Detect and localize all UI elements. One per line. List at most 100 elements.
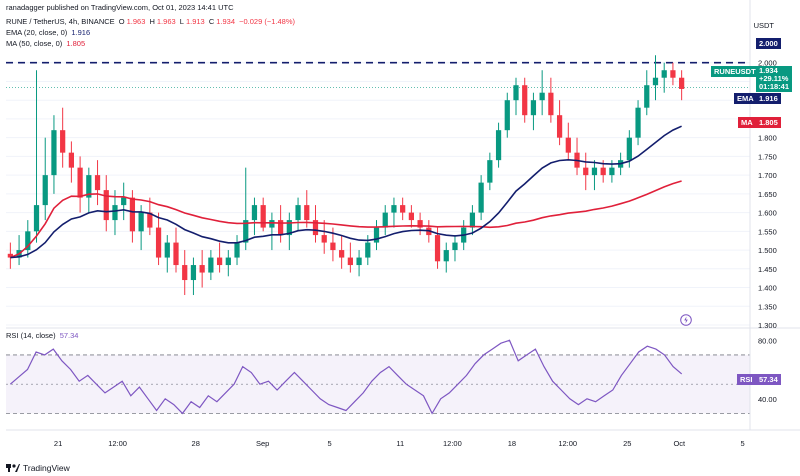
candle-body: [661, 70, 667, 78]
candle-body: [286, 220, 292, 236]
candle-body: [103, 190, 109, 221]
candle-body: [565, 137, 571, 153]
price-tick-label: 2.000: [758, 59, 777, 68]
candle-body: [548, 92, 554, 116]
candle-body: [530, 100, 537, 116]
candle-body: [51, 130, 57, 176]
candle-body: [260, 205, 266, 228]
rsi-legend-label: RSI (14, close): [6, 331, 56, 340]
symbol-name: RUNE / TetherUS, 4h, BINANCE: [6, 17, 115, 26]
time-tick-label: 5: [328, 439, 332, 448]
close-value: 1.934: [216, 17, 236, 26]
candle-body: [60, 130, 66, 153]
candle-body: [626, 137, 632, 161]
candle-body: [251, 205, 258, 221]
price-tick-label: 1.400: [758, 284, 777, 293]
candle-body: [452, 242, 458, 251]
candle-body: [504, 100, 510, 131]
price-tick-label: 1.750: [758, 152, 777, 161]
time-tick-label: Oct: [673, 439, 686, 448]
candle-body: [522, 85, 528, 116]
candle-body: [304, 205, 310, 221]
price-tick-label: 1.500: [758, 246, 777, 255]
candle-body: [600, 167, 606, 176]
rsi-value-badge: 57.34: [756, 374, 781, 385]
candle-body: [190, 265, 197, 281]
ema-tag: EMA: [734, 93, 757, 104]
price-tick-label: 1.350: [758, 302, 777, 311]
change-value: −0.029 (−1.48%): [239, 17, 295, 26]
candle-body: [312, 220, 319, 236]
candle-body: [408, 212, 414, 221]
time-tick-label: 5: [740, 439, 744, 448]
level-2000-badge: 2.000: [756, 38, 781, 49]
candle-body: [182, 265, 188, 281]
price-tick-label: 1.550: [758, 227, 777, 236]
rsi-tick-label: 80.00: [758, 336, 777, 345]
ema-line: [10, 125, 682, 259]
ma-tag: MA: [738, 117, 756, 128]
price-badge: 1.934 +29.11% 01:18:41: [756, 66, 793, 92]
ma-legend-label: MA (50, close, 0): [6, 39, 63, 48]
candle-body: [495, 130, 502, 161]
candle-body: [147, 212, 153, 228]
close-label: C: [208, 17, 215, 26]
candle-body: [365, 242, 371, 258]
lightning-icon[interactable]: [680, 314, 692, 326]
candle-body: [208, 257, 214, 273]
candle-body: [400, 205, 406, 213]
ma-legend: MA (50, close, 0) 1.805: [6, 39, 87, 48]
rsi-legend-value: 57.34: [59, 331, 79, 340]
high-value: 1.963: [156, 17, 176, 26]
candle-body: [321, 235, 327, 243]
candle-body: [7, 253, 13, 258]
ema-legend-label: EMA (20, close, 0): [6, 28, 68, 37]
candle-body: [391, 205, 397, 213]
time-tick-label: 11: [396, 439, 404, 448]
tradingview-logo[interactable]: TradingView: [6, 463, 70, 473]
candle-body: [583, 167, 589, 176]
price-change-pct: +29.11%: [759, 74, 789, 83]
time-tick-label: 12:00: [108, 439, 127, 448]
candle-body: [652, 77, 659, 86]
rsi-tick-label: 40.00: [758, 395, 777, 404]
ema-price-badge: 1.916: [756, 93, 781, 104]
candle-body: [670, 70, 676, 78]
candle-body: [347, 257, 353, 266]
candle-countdown: 01:18:41: [759, 82, 790, 91]
price-tick-label: 1.300: [758, 321, 777, 330]
publisher-credit: ranadagger published on TradingView.com,…: [6, 3, 234, 12]
time-tick-label: 12:00: [558, 439, 577, 448]
brand-name: TradingView: [23, 463, 70, 473]
candle-body: [86, 175, 92, 198]
candle-body: [644, 85, 650, 108]
price-tick-label: 1.650: [758, 190, 777, 199]
symbol-badge: RUNEUSDT: [711, 66, 759, 77]
ma-line: [10, 180, 682, 259]
ema-legend: EMA (20, close, 0) 1.916: [6, 28, 92, 37]
candle-body: [382, 212, 388, 228]
candle-body: [269, 220, 275, 228]
candle-body: [539, 92, 545, 101]
candle-body: [234, 242, 240, 258]
high-label: H: [149, 17, 155, 26]
ma-legend-value: 1.805: [66, 39, 86, 48]
tradingview-logo-icon: [6, 464, 20, 472]
candle-body: [356, 257, 362, 266]
price-tick-label: 1.800: [758, 134, 777, 143]
candle-body: [33, 205, 40, 232]
rsi-line: [9, 339, 683, 415]
ma-price-badge: 1.805: [756, 117, 781, 128]
candle-body: [94, 175, 101, 191]
candle-body: [417, 220, 423, 228]
low-value: 1.913: [185, 17, 205, 26]
candle-body: [68, 152, 74, 168]
candle-body: [155, 227, 162, 258]
time-tick-label: 25: [623, 439, 631, 448]
candle-body: [199, 265, 205, 273]
ema-legend-value: 1.916: [71, 28, 91, 37]
candle-body: [173, 242, 179, 266]
price-tick-label: 1.600: [758, 209, 777, 218]
candle-body: [25, 231, 31, 251]
